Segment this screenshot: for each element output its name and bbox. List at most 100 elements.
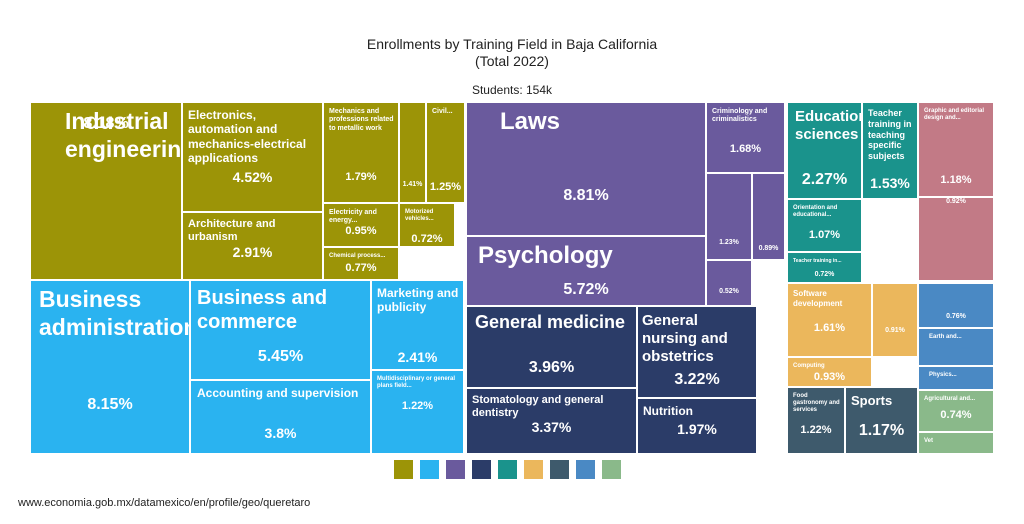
treemap-cell-label: Criminology and criminalistics xyxy=(712,108,768,124)
treemap-cell-label: Industrial engineering xyxy=(65,108,182,162)
treemap: Industrial engineering8.18%Electronics, … xyxy=(30,102,994,454)
treemap-cell-value: 8.81% xyxy=(563,187,609,204)
treemap-cell-value: 3.22% xyxy=(674,371,720,388)
treemap-cell-label: General medicine xyxy=(475,312,626,332)
legend-swatch-1[interactable] xyxy=(419,459,440,480)
treemap-cell-g5-i1[interactable]: 0.92% xyxy=(918,197,994,281)
treemap-cell-value: 2.41% xyxy=(397,349,438,365)
treemap-cell-value: 1.22% xyxy=(401,400,434,412)
treemap-cell-value: 1.41% xyxy=(402,181,423,188)
treemap-cell-industrial-engineering[interactable]: Industrial engineering8.18% xyxy=(30,102,182,280)
treemap-cell-multidisciplinary-or-general-plans-field[interactable]: Multidisciplinary or general plans field… xyxy=(371,370,464,454)
treemap-cell-value: 3.8% xyxy=(264,425,297,441)
treemap-cell-label: Civil... xyxy=(432,108,453,115)
treemap-cell-g6-i1[interactable]: 0.91% xyxy=(872,283,918,357)
treemap-cell-earth-and[interactable]: Earth and... xyxy=(918,328,994,366)
legend-swatch-5[interactable] xyxy=(523,459,544,480)
treemap-cell-label: Accounting and supervision xyxy=(197,386,359,400)
treemap-cell-label: Electronics, automation and mechanics-el… xyxy=(188,108,307,166)
treemap-cell-value: 1.79% xyxy=(345,171,377,183)
treemap-cell-civil[interactable]: Civil... 1.25% xyxy=(426,102,465,203)
treemap-cell-motorized-vehicles[interactable]: Motorized vehicles... 0.72% xyxy=(399,203,455,247)
treemap-cell-label: Physics... xyxy=(929,372,957,378)
treemap-cell-label: Business administration xyxy=(39,286,190,340)
treemap-cell-graphic-and-editorial-design-and[interactable]: Graphic and editorial design and... 1.18% xyxy=(918,102,994,197)
treemap-cell-label: Mechanics and professions related to met… xyxy=(329,108,394,132)
treemap-cell-value: 1.25% xyxy=(429,181,462,193)
treemap-cell-g2-i4[interactable]: 0.89% xyxy=(752,173,785,260)
legend-swatch-8[interactable] xyxy=(601,459,622,480)
treemap-cell-sports[interactable]: Sports 1.17% xyxy=(845,387,918,454)
treemap-cell-software-development[interactable]: Software development 1.61% xyxy=(787,283,872,357)
treemap-cell-teacher-training-in-teaching-specific-subjects[interactable]: Teacher training in teaching specific su… xyxy=(862,102,918,199)
treemap-cell-label: Sports xyxy=(851,393,893,408)
treemap-cell-computing[interactable]: Computing 0.93% xyxy=(787,357,872,387)
treemap-cell-label: Multidisciplinary or general plans field… xyxy=(377,376,456,390)
treemap-cell-value: 1.17% xyxy=(858,422,905,439)
treemap-cell-physics[interactable]: Physics... xyxy=(918,366,994,390)
legend-swatch-7[interactable] xyxy=(575,459,596,480)
treemap-cell-label: Earth and... xyxy=(929,334,962,340)
treemap-cell-value: 1.22% xyxy=(800,424,832,436)
treemap-cell-value: 2.27% xyxy=(801,171,848,188)
treemap-cell-label: Chemical process... xyxy=(329,253,386,259)
treemap-cell-mechanics-and-professions-related-to-metallic-work[interactable]: Mechanics and professions related to met… xyxy=(323,102,399,203)
treemap-cell-label: Computing xyxy=(793,363,825,369)
treemap-cell-food-gastronomy-and-services[interactable]: Food gastronomy and services 1.22% xyxy=(787,387,845,454)
treemap-cell-value: 1.23% xyxy=(719,239,739,246)
treemap-cell-value: 5.45% xyxy=(257,348,304,365)
treemap-cell-chemical-process[interactable]: Chemical process... 0.77% xyxy=(323,247,399,280)
treemap-cell-label: Graphic and editorial design and... xyxy=(924,108,985,122)
treemap-cell-g0-i4[interactable]: 1.41% xyxy=(399,102,426,203)
treemap-cell-label: Food gastronomy and services xyxy=(793,393,840,414)
chart-title: Enrollments by Training Field in Baja Ca… xyxy=(366,36,658,52)
legend-swatch-4[interactable] xyxy=(497,459,518,480)
treemap-cell-accounting-and-supervision[interactable]: Accounting and supervision 3.8% xyxy=(190,380,371,454)
treemap-cell-label: Laws xyxy=(500,108,561,135)
treemap-cell-value: 5.72% xyxy=(563,281,609,298)
treemap-cell-label: Agricultural and... xyxy=(924,396,976,402)
treemap-cell-value: 0.77% xyxy=(345,262,377,274)
treemap-cell-label: Nutrition xyxy=(643,404,693,418)
treemap-cell-value: 8.18% xyxy=(83,115,129,132)
treemap-cell-marketing-and-publicity[interactable]: Marketing and publicity 2.41% xyxy=(371,280,464,370)
treemap-cell-teacher-training-in[interactable]: Teacher training in... 0.72% xyxy=(787,252,862,283)
treemap-cell-label: Software development xyxy=(793,289,843,308)
treemap-cell-stomatology-and-general-dentistry[interactable]: Stomatology and general dentistry 3.37% xyxy=(466,388,637,454)
treemap-cell-label: General nursing and obstetrics xyxy=(642,312,728,365)
chart-subtitle: (Total 2022) xyxy=(475,53,549,69)
treemap-cell-value: 1.61% xyxy=(813,322,846,334)
treemap-cell-general-medicine[interactable]: General medicine 3.96% xyxy=(466,306,637,388)
treemap-cell-nutrition[interactable]: Nutrition 1.97% xyxy=(637,398,757,454)
treemap-cell-psychology[interactable]: Psychology 5.72% xyxy=(466,236,706,306)
treemap-cell-agricultural-and[interactable]: Agricultural and... 0.74% xyxy=(918,390,994,432)
treemap-cell-criminology-and-criminalistics[interactable]: Criminology and criminalistics 1.68% xyxy=(706,102,785,173)
treemap-cell-value: 0.72% xyxy=(411,233,443,245)
treemap-cell-orientation-and-educational[interactable]: Orientation and educational... 1.07% xyxy=(787,199,862,252)
treemap-cell-label: Electricity and energy... xyxy=(329,209,377,225)
treemap-cell-electronics-automation-and-mechanics-electrical-applications[interactable]: Electronics, automation and mechanics-el… xyxy=(182,102,323,212)
treemap-cell-education-sciences[interactable]: Education sciences 2.27% xyxy=(787,102,862,199)
legend-swatch-6[interactable] xyxy=(549,459,570,480)
treemap-cell-value: 8.15% xyxy=(87,396,133,413)
treemap-cell-value: 1.18% xyxy=(940,174,972,186)
treemap-cell-label: Marketing and publicity xyxy=(377,286,459,315)
treemap-cell-value: 1.53% xyxy=(870,175,910,191)
treemap-cell-vet[interactable]: Vet xyxy=(918,432,994,454)
treemap-cell-general-nursing-and-obstetrics[interactable]: General nursing and obstetrics 3.22% xyxy=(637,306,757,398)
treemap-cell-business-and-commerce[interactable]: Business and commerce 5.45% xyxy=(190,280,371,380)
treemap-cell-label: Teacher training in teaching specific su… xyxy=(868,108,912,162)
treemap-cell-architecture-and-urbanism[interactable]: Architecture and urbanism 2.91% xyxy=(182,212,323,280)
treemap-cell-electricity-and-energy[interactable]: Electricity and energy... 0.95% xyxy=(323,203,399,247)
legend-swatch-0[interactable] xyxy=(393,459,414,480)
treemap-cell-g2-i3[interactable]: 1.23% xyxy=(706,173,752,260)
treemap-cell-value: 0.76% xyxy=(946,313,966,320)
treemap-cell-laws[interactable]: Laws 8.81% xyxy=(466,102,706,236)
treemap-cell-g2-i5[interactable]: 0.52% xyxy=(706,260,752,306)
legend-swatch-3[interactable] xyxy=(471,459,492,480)
source-link[interactable]: www.economia.gob.mx/datamexico/en/profil… xyxy=(18,497,311,509)
treemap-cell-business-administration[interactable]: Business administration 8.15% xyxy=(30,280,190,454)
chart-total-label: Students: 154k xyxy=(471,83,553,97)
treemap-cell-g8-i0[interactable]: 0.76% xyxy=(918,283,994,328)
legend-swatch-2[interactable] xyxy=(445,459,466,480)
